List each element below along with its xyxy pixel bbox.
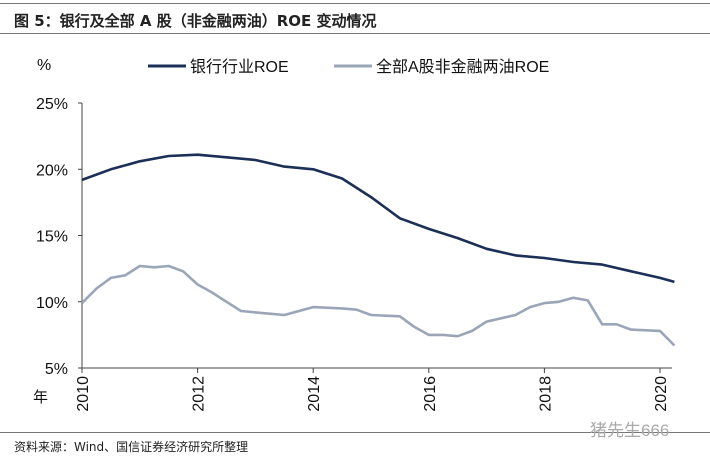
x-tick-label: 2016 xyxy=(422,376,439,412)
x-axis-unit: 年 xyxy=(33,389,48,406)
series-line-0 xyxy=(81,153,675,284)
legend-label: 全部A股非金融两油ROE xyxy=(376,58,549,76)
y-tick-label: 20% xyxy=(36,162,68,179)
x-tick-label: 2014 xyxy=(306,376,323,412)
y-tick-label: 25% xyxy=(36,96,68,113)
top-rule xyxy=(0,3,710,4)
x-tick-label: 2018 xyxy=(537,376,554,412)
y-tick-label: 15% xyxy=(36,229,68,246)
y-tick-label: 5% xyxy=(45,361,68,378)
x-tick-label: 2012 xyxy=(191,376,208,412)
x-tick-label: 2010 xyxy=(75,376,92,412)
y-tick-label: 10% xyxy=(36,295,68,312)
watermark: 猪先生666 xyxy=(590,421,670,440)
bottom-rule xyxy=(0,432,710,433)
y-axis-unit: % xyxy=(37,57,51,74)
legend-label: 银行行业ROE xyxy=(190,58,289,76)
title-rule xyxy=(0,33,710,34)
source-note: 资料来源：Wind、国信证券经济研究所整理 xyxy=(14,440,249,454)
x-tick-label: 2020 xyxy=(653,376,670,412)
chart-title: 图 5：银行及全部 A 股（非金融两油）ROE 变动情况 xyxy=(14,12,377,30)
line-chart: 5% 10% 15% 20% 25% 2010 2012 2014 2016 2018 2020% 年… xyxy=(33,57,676,412)
series-line-1 xyxy=(81,264,676,347)
